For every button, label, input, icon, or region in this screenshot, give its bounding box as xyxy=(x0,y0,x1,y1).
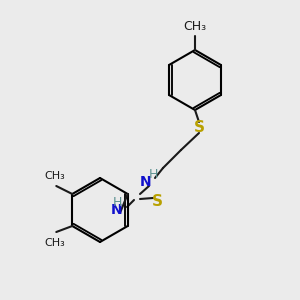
Text: S: S xyxy=(152,194,163,208)
Text: S: S xyxy=(194,121,205,136)
Text: H: H xyxy=(148,169,158,182)
Text: H: H xyxy=(112,196,122,209)
Text: CH₃: CH₃ xyxy=(183,20,207,33)
Text: N: N xyxy=(110,203,122,217)
Text: CH₃: CH₃ xyxy=(44,171,65,181)
Text: CH₃: CH₃ xyxy=(44,238,65,248)
Text: N: N xyxy=(140,175,151,189)
